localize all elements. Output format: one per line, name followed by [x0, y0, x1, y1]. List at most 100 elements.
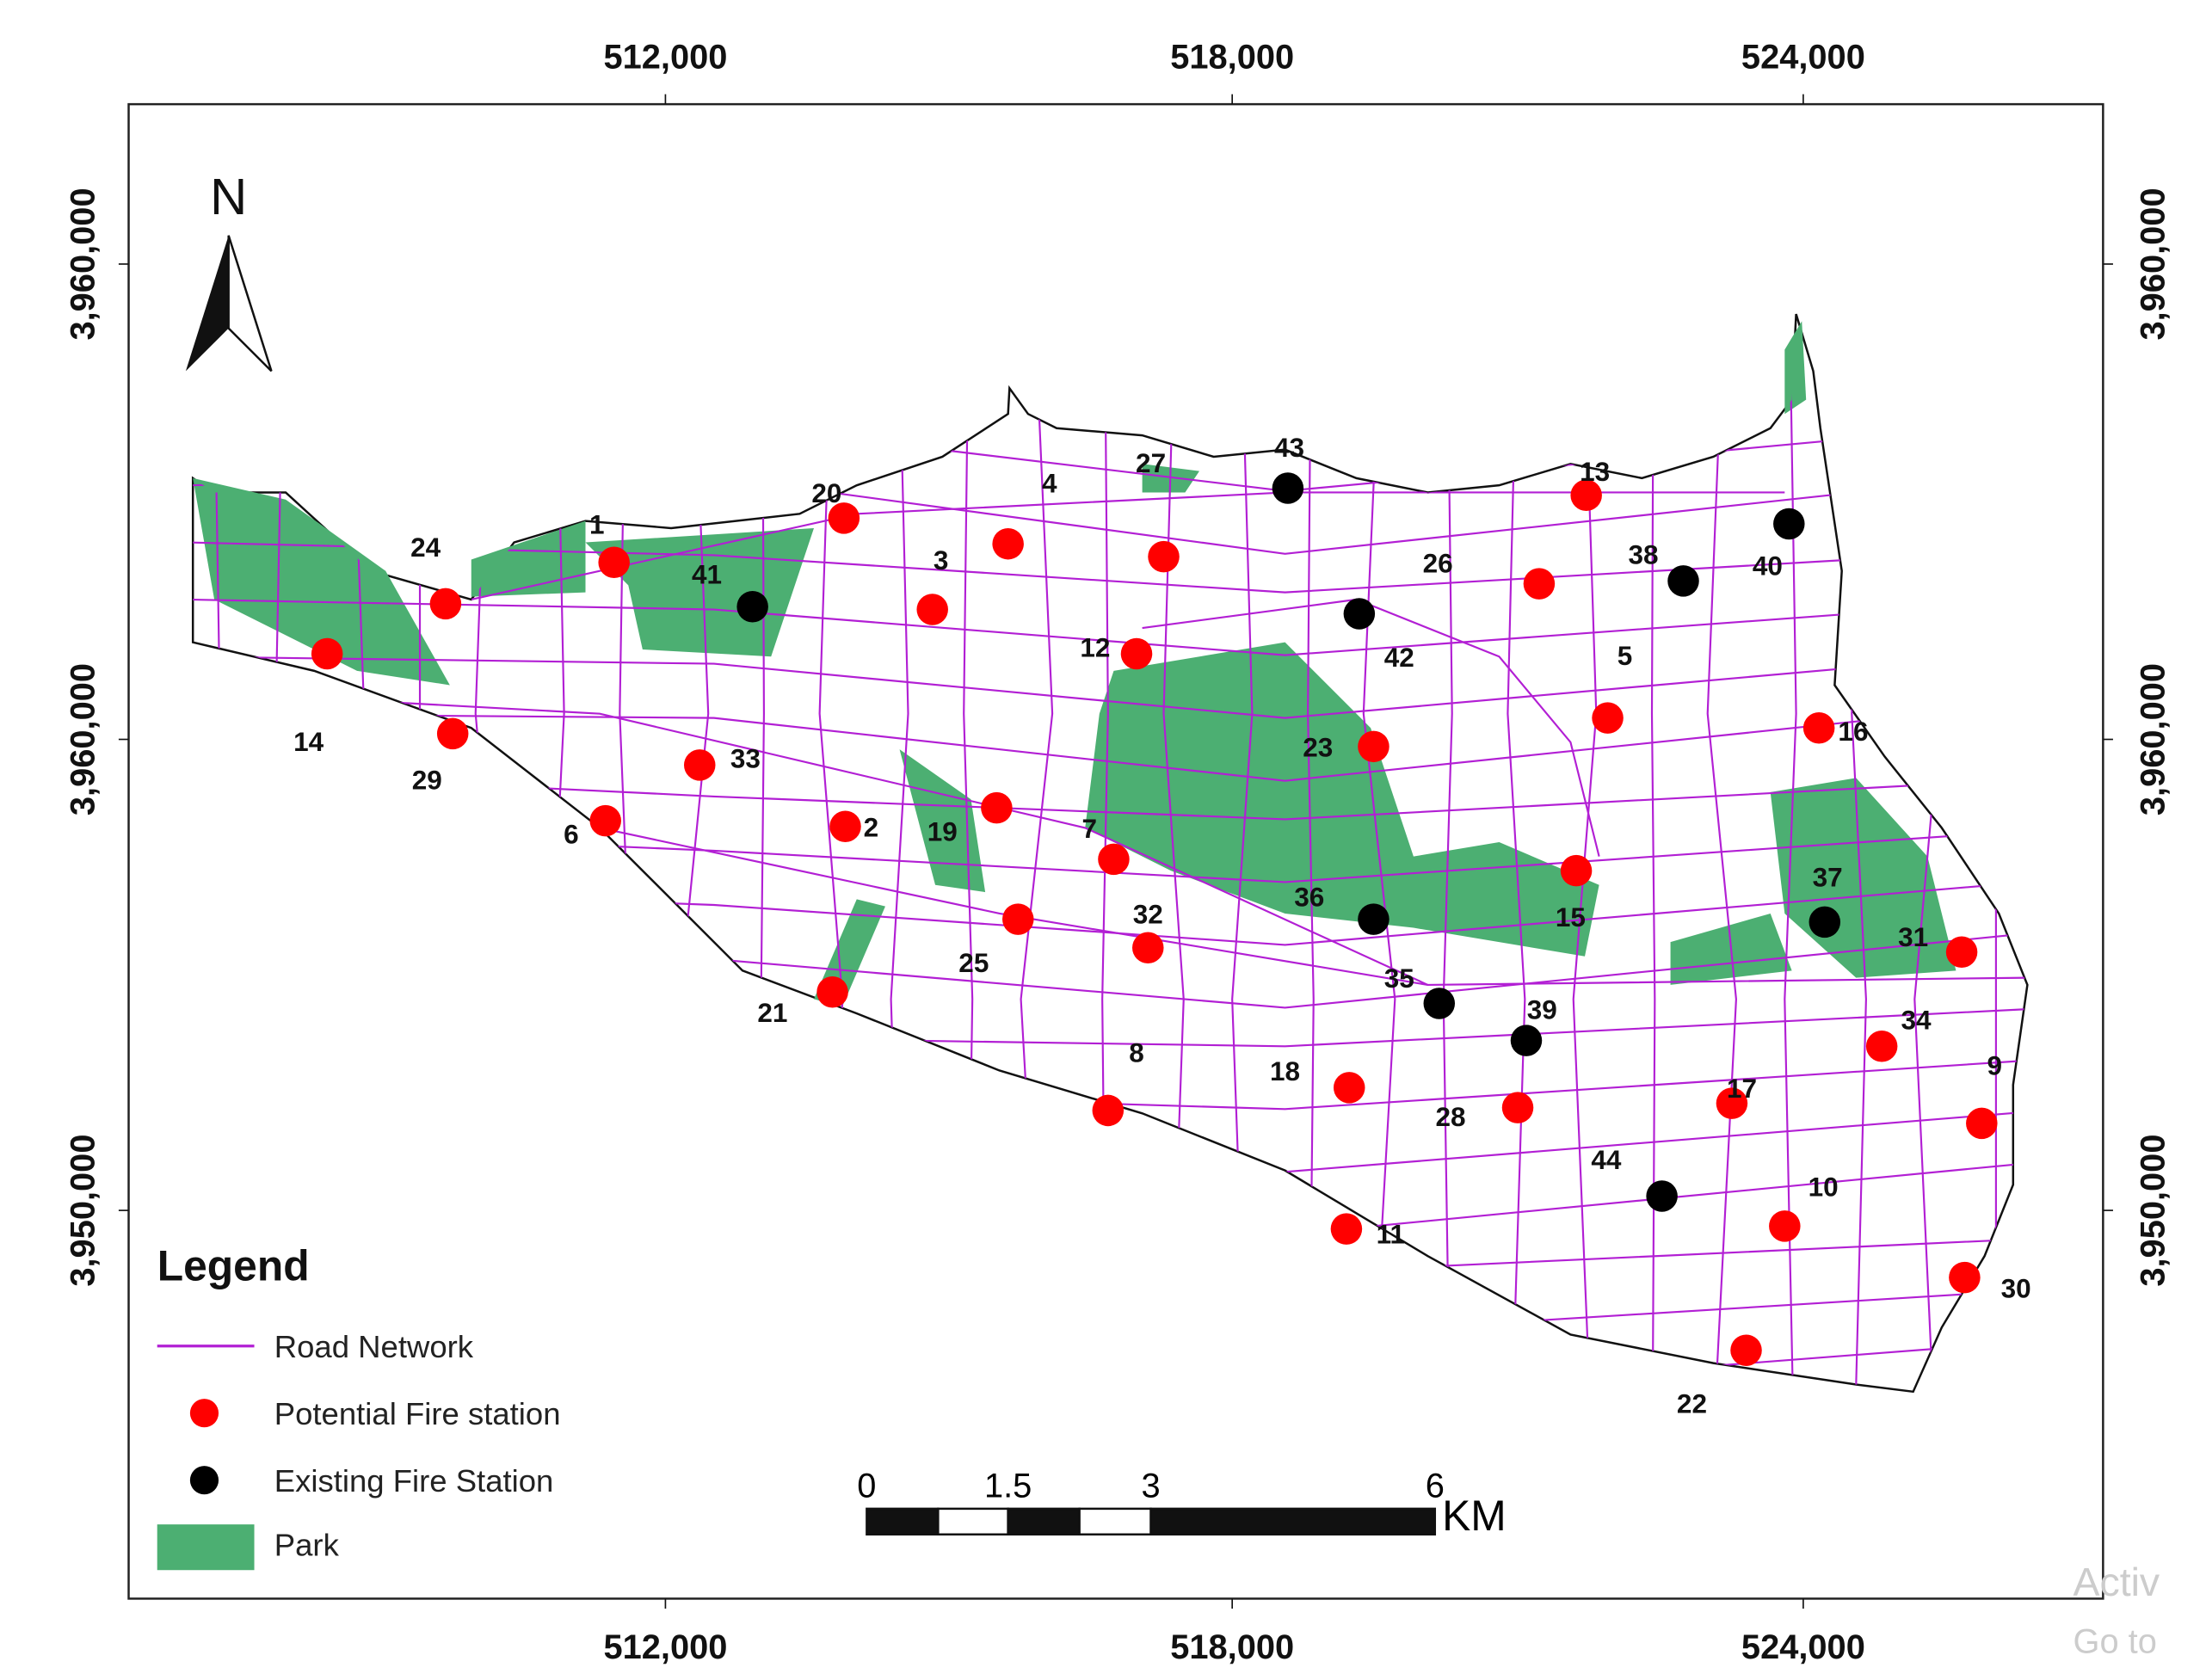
- station-label: 12: [1080, 631, 1110, 662]
- y-tick-label: 3,960,000: [65, 188, 102, 340]
- scale-segment: [1007, 1507, 1081, 1535]
- station-label: 36: [1294, 882, 1324, 913]
- station-existing: [1773, 508, 1805, 540]
- station-label: 24: [410, 532, 441, 563]
- scale-segment: [866, 1507, 940, 1535]
- station-potential: [1730, 1334, 1762, 1366]
- station-potential: [1802, 711, 1835, 744]
- y-tick-label: 3,950,000: [2135, 1135, 2172, 1287]
- station-potential: [829, 810, 861, 842]
- park: [899, 749, 986, 893]
- legend-title: Legend: [157, 1241, 310, 1289]
- station-potential: [683, 749, 716, 781]
- station-label: 22: [1677, 1388, 1707, 1419]
- watermark: Go to: [2073, 1622, 2156, 1660]
- station-label: 19: [927, 815, 958, 846]
- station-potential: [1330, 1213, 1363, 1245]
- station-label: 35: [1384, 963, 1414, 994]
- watermark: Activ: [2073, 1560, 2160, 1604]
- station-label: 4: [1042, 467, 1057, 498]
- y-tick-label: 3,950,000: [65, 1135, 102, 1287]
- legend-existing: [189, 1466, 219, 1495]
- x-tick-label: 512,000: [603, 39, 727, 77]
- station-label: 11: [1377, 1218, 1405, 1249]
- station-potential: [1560, 854, 1593, 887]
- station-potential: [1132, 932, 1164, 964]
- station-label: 29: [412, 765, 442, 796]
- station-potential: [1716, 1087, 1748, 1119]
- park: [1784, 321, 1807, 415]
- station-label: 15: [1556, 902, 1586, 932]
- road: [599, 827, 1428, 986]
- station-label: 44: [1591, 1144, 1622, 1175]
- station-potential: [1570, 479, 1602, 512]
- station-potential: [816, 975, 848, 1008]
- station-label: 3: [934, 545, 949, 575]
- station-label: 43: [1274, 432, 1304, 463]
- station-label: 5: [1618, 640, 1633, 671]
- station-potential: [436, 717, 469, 750]
- legend-item: Park: [274, 1528, 340, 1563]
- road: [1507, 356, 1526, 1392]
- station-potential: [1966, 1107, 1998, 1140]
- y-tick-label: 3,960,000: [2135, 663, 2172, 815]
- station-existing: [1809, 906, 1841, 938]
- x-tick-label: 524,000: [1741, 1628, 1865, 1666]
- station-label: 2: [864, 811, 879, 842]
- station-label: 25: [958, 947, 989, 978]
- legend-park: [157, 1524, 255, 1571]
- station-label: 40: [1753, 551, 1783, 582]
- road: [193, 702, 2028, 782]
- x-tick-label: 524,000: [1741, 39, 1865, 77]
- station-potential: [1120, 637, 1153, 670]
- scale-bar: [866, 1507, 1437, 1535]
- park: [471, 520, 586, 597]
- station-label: 31: [1898, 921, 1928, 952]
- station-potential: [429, 588, 462, 620]
- station-label: 33: [730, 743, 761, 774]
- station-potential: [828, 502, 860, 534]
- station-potential: [598, 546, 630, 579]
- station-label: 1: [589, 509, 605, 540]
- station-existing: [1358, 903, 1390, 935]
- road: [285, 695, 2028, 987]
- station-potential: [1148, 540, 1180, 573]
- scale-segment: [1078, 1507, 1152, 1535]
- station-potential: [1002, 903, 1034, 935]
- station-potential: [1501, 1092, 1534, 1123]
- legend-item: Potential Fire station: [274, 1396, 561, 1431]
- station-existing: [736, 590, 768, 623]
- legend-item: Existing Fire Station: [274, 1463, 554, 1498]
- station-label: 13: [1580, 456, 1610, 487]
- station-potential: [1098, 843, 1130, 876]
- x-tick-label: 512,000: [603, 1628, 727, 1666]
- scale-segment: [1149, 1507, 1437, 1535]
- station-label: 41: [692, 559, 722, 590]
- station-potential: [311, 637, 343, 670]
- station-existing: [1272, 472, 1304, 504]
- station-potential: [1358, 730, 1390, 763]
- scale-label: 1.5: [984, 1468, 1032, 1505]
- road: [1362, 356, 1396, 1392]
- road: [193, 651, 2028, 719]
- station-label: 26: [1423, 547, 1453, 578]
- station-potential: [992, 527, 1024, 560]
- station-potential: [1333, 1072, 1365, 1104]
- station-potential: [1523, 568, 1556, 600]
- station-label: 27: [1136, 447, 1166, 478]
- station-potential: [1949, 1261, 1981, 1294]
- y-tick-label: 3,960,000: [2135, 188, 2172, 340]
- legend-item: Road Network: [274, 1329, 474, 1364]
- north-arrow: [227, 235, 273, 372]
- station-label: 38: [1629, 538, 1659, 569]
- station-existing: [1423, 988, 1456, 1019]
- station-label: 39: [1527, 994, 1557, 1025]
- station-existing: [1510, 1025, 1543, 1056]
- y-tick-label: 3,960,000: [65, 663, 102, 815]
- park: [585, 527, 814, 657]
- x-tick-label: 518,000: [1170, 39, 1294, 77]
- scale-label: 0: [857, 1468, 876, 1505]
